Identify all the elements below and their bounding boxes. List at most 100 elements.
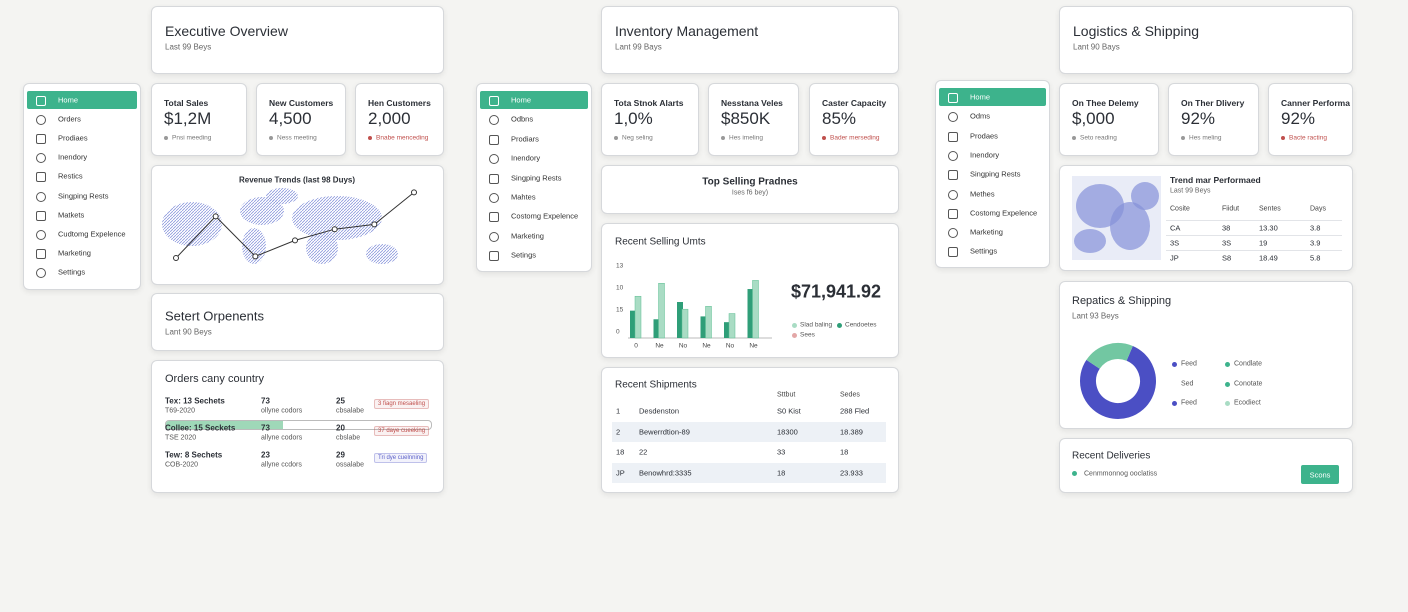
nav-item[interactable]: Setings xyxy=(511,250,537,260)
deliveries-card: Recent Deliveries Cenmmonnog ooclatiss Sco… xyxy=(1059,438,1353,493)
nav-item[interactable]: Settings xyxy=(58,267,86,277)
kpi-note: Bnabe menceding xyxy=(376,134,429,142)
panel-title: Top Selling Pradnes xyxy=(702,176,798,188)
header-card: Inventory Management Lant 99 Bays xyxy=(601,6,899,74)
legend-label: Condlate xyxy=(1234,360,1263,368)
legend-label: Feed xyxy=(1181,399,1197,407)
legend-swatch xyxy=(837,323,842,328)
table-cell: 19 xyxy=(1259,238,1268,248)
action-button[interactable]: Scons xyxy=(1301,465,1339,484)
nav-icon xyxy=(948,112,958,123)
nav-item[interactable]: Methes xyxy=(970,189,995,198)
kpi-value: $850K xyxy=(721,109,771,128)
table-cell: 18.389 xyxy=(840,427,863,436)
header-card: Logistics & Shipping Lant 90 Bays xyxy=(1059,6,1353,74)
nav-item[interactable]: Costomg Expelence xyxy=(511,211,579,221)
icon-dot xyxy=(408,318,412,322)
nav-item[interactable]: Marketing xyxy=(511,231,544,241)
total-value: $71,941.92 xyxy=(790,281,882,302)
status-dot xyxy=(1072,471,1077,476)
page-title: Executive Overview xyxy=(165,23,288,39)
header-card: Executive Overview Last 99 Beys xyxy=(151,6,444,74)
nav-item[interactable]: Inendory xyxy=(970,150,1000,160)
nav-item[interactable]: Prodiaes xyxy=(58,133,88,143)
map-land xyxy=(292,196,382,240)
table-cell: 23.933 xyxy=(840,468,863,477)
icon-frame xyxy=(412,25,426,39)
row-line xyxy=(1166,250,1342,251)
kpi-note-dot xyxy=(164,136,168,140)
legend-label: Ecodiect xyxy=(1234,399,1261,407)
kpi-label: Canner Performa xyxy=(1281,98,1350,108)
row-shade xyxy=(612,462,886,483)
nav-item[interactable]: Settings xyxy=(970,246,998,256)
kpi-label: Tota Stnok Alarts xyxy=(614,98,684,108)
row-badge: Tri dye cuelnning xyxy=(374,453,428,463)
nav-item[interactable]: Cudtomg Expelence xyxy=(58,229,126,239)
nav-item[interactable]: Odbns xyxy=(511,114,534,124)
nav-icon xyxy=(489,231,499,242)
kpi-label: Total Sales xyxy=(164,98,209,108)
sidebar: Home Odbns Prodiars Inendory Singping Rests M… xyxy=(476,83,592,272)
orders-card: Orders cany country Tex: 13 Sechets T69-20… xyxy=(151,360,444,493)
nav-item[interactable]: Prodaes xyxy=(970,131,998,141)
kpi-card: On Ther Dlivery 92% Hes meling xyxy=(1168,83,1259,156)
legend-swatch xyxy=(792,323,797,328)
kpi-label: On Thee Delemy xyxy=(1072,98,1139,108)
nav-item[interactable]: Prodiars xyxy=(511,134,539,144)
performance-map xyxy=(1072,176,1161,260)
kpi-note-dot xyxy=(1281,136,1285,140)
bar xyxy=(677,302,683,338)
icon-frame xyxy=(1315,301,1329,315)
row-avail: 29 xyxy=(336,450,345,460)
map-land xyxy=(366,244,398,264)
bar xyxy=(658,283,665,339)
nav-item[interactable]: Marketing xyxy=(970,227,1003,237)
nav-icon xyxy=(36,96,46,106)
nav-icon xyxy=(948,228,958,239)
nav-item[interactable]: Home xyxy=(511,95,532,105)
revenue-chart xyxy=(162,188,417,264)
revenue-card: Revenue Trends (last 98 Duys) xyxy=(151,165,444,285)
row-badge: 3 fiagn mesaeling xyxy=(374,399,430,409)
kpi-note: Hes meling xyxy=(1189,134,1222,142)
kpi-card: Nesstana Veles $850K Hes imeling xyxy=(708,83,799,156)
nav-item[interactable]: Costomg Expelence xyxy=(970,208,1038,218)
kpi-card: Canner Performa 92% Bacte racting xyxy=(1268,83,1353,156)
bar xyxy=(724,322,730,338)
page-title: Inventory Management xyxy=(615,23,759,39)
legend-swatch xyxy=(1225,362,1230,367)
legend-swatch xyxy=(1225,401,1230,406)
panel-title: Recent Shipments xyxy=(615,379,697,391)
icon-dot xyxy=(872,30,876,34)
nav-icon xyxy=(948,150,958,161)
kpi-note: Pnsi meeding xyxy=(172,134,212,142)
table-cell: 5.8 xyxy=(1310,253,1321,263)
nav-item[interactable]: Marketing xyxy=(58,248,91,258)
column-header: Days xyxy=(1310,205,1326,213)
nav-item[interactable]: Singping Rests xyxy=(511,173,562,183)
map-land xyxy=(306,232,338,264)
nav-item[interactable]: Singping Rests xyxy=(970,169,1021,179)
legend-label: Slad baling xyxy=(800,321,833,329)
nav-item[interactable]: Orders xyxy=(58,114,81,124)
row-avail-label: cbslabe xyxy=(336,434,361,442)
bar xyxy=(705,306,712,339)
donut-segment xyxy=(1080,346,1156,419)
kpi-note-dot xyxy=(269,136,273,140)
nav-item[interactable]: Inendory xyxy=(511,153,541,163)
nav-item[interactable]: Singping Rests xyxy=(58,191,109,200)
nav-icon xyxy=(36,115,46,126)
nav-item[interactable]: Home xyxy=(58,95,79,105)
nav-item[interactable]: Home xyxy=(970,92,991,102)
nav-item[interactable]: Inendory xyxy=(58,152,88,162)
table-cell: 3.8 xyxy=(1310,223,1321,233)
nav-item[interactable]: Odms xyxy=(970,111,991,121)
nav-item[interactable]: Mahtes xyxy=(511,192,536,202)
icon-dot xyxy=(1326,30,1330,34)
nav-item[interactable]: Matkets xyxy=(58,210,85,220)
bar xyxy=(630,310,636,338)
revenue-point xyxy=(371,221,378,228)
nav-item[interactable]: Restics xyxy=(58,171,83,181)
kpi-card: Hen Customers 2,000 Bnabe menceding xyxy=(355,83,444,156)
